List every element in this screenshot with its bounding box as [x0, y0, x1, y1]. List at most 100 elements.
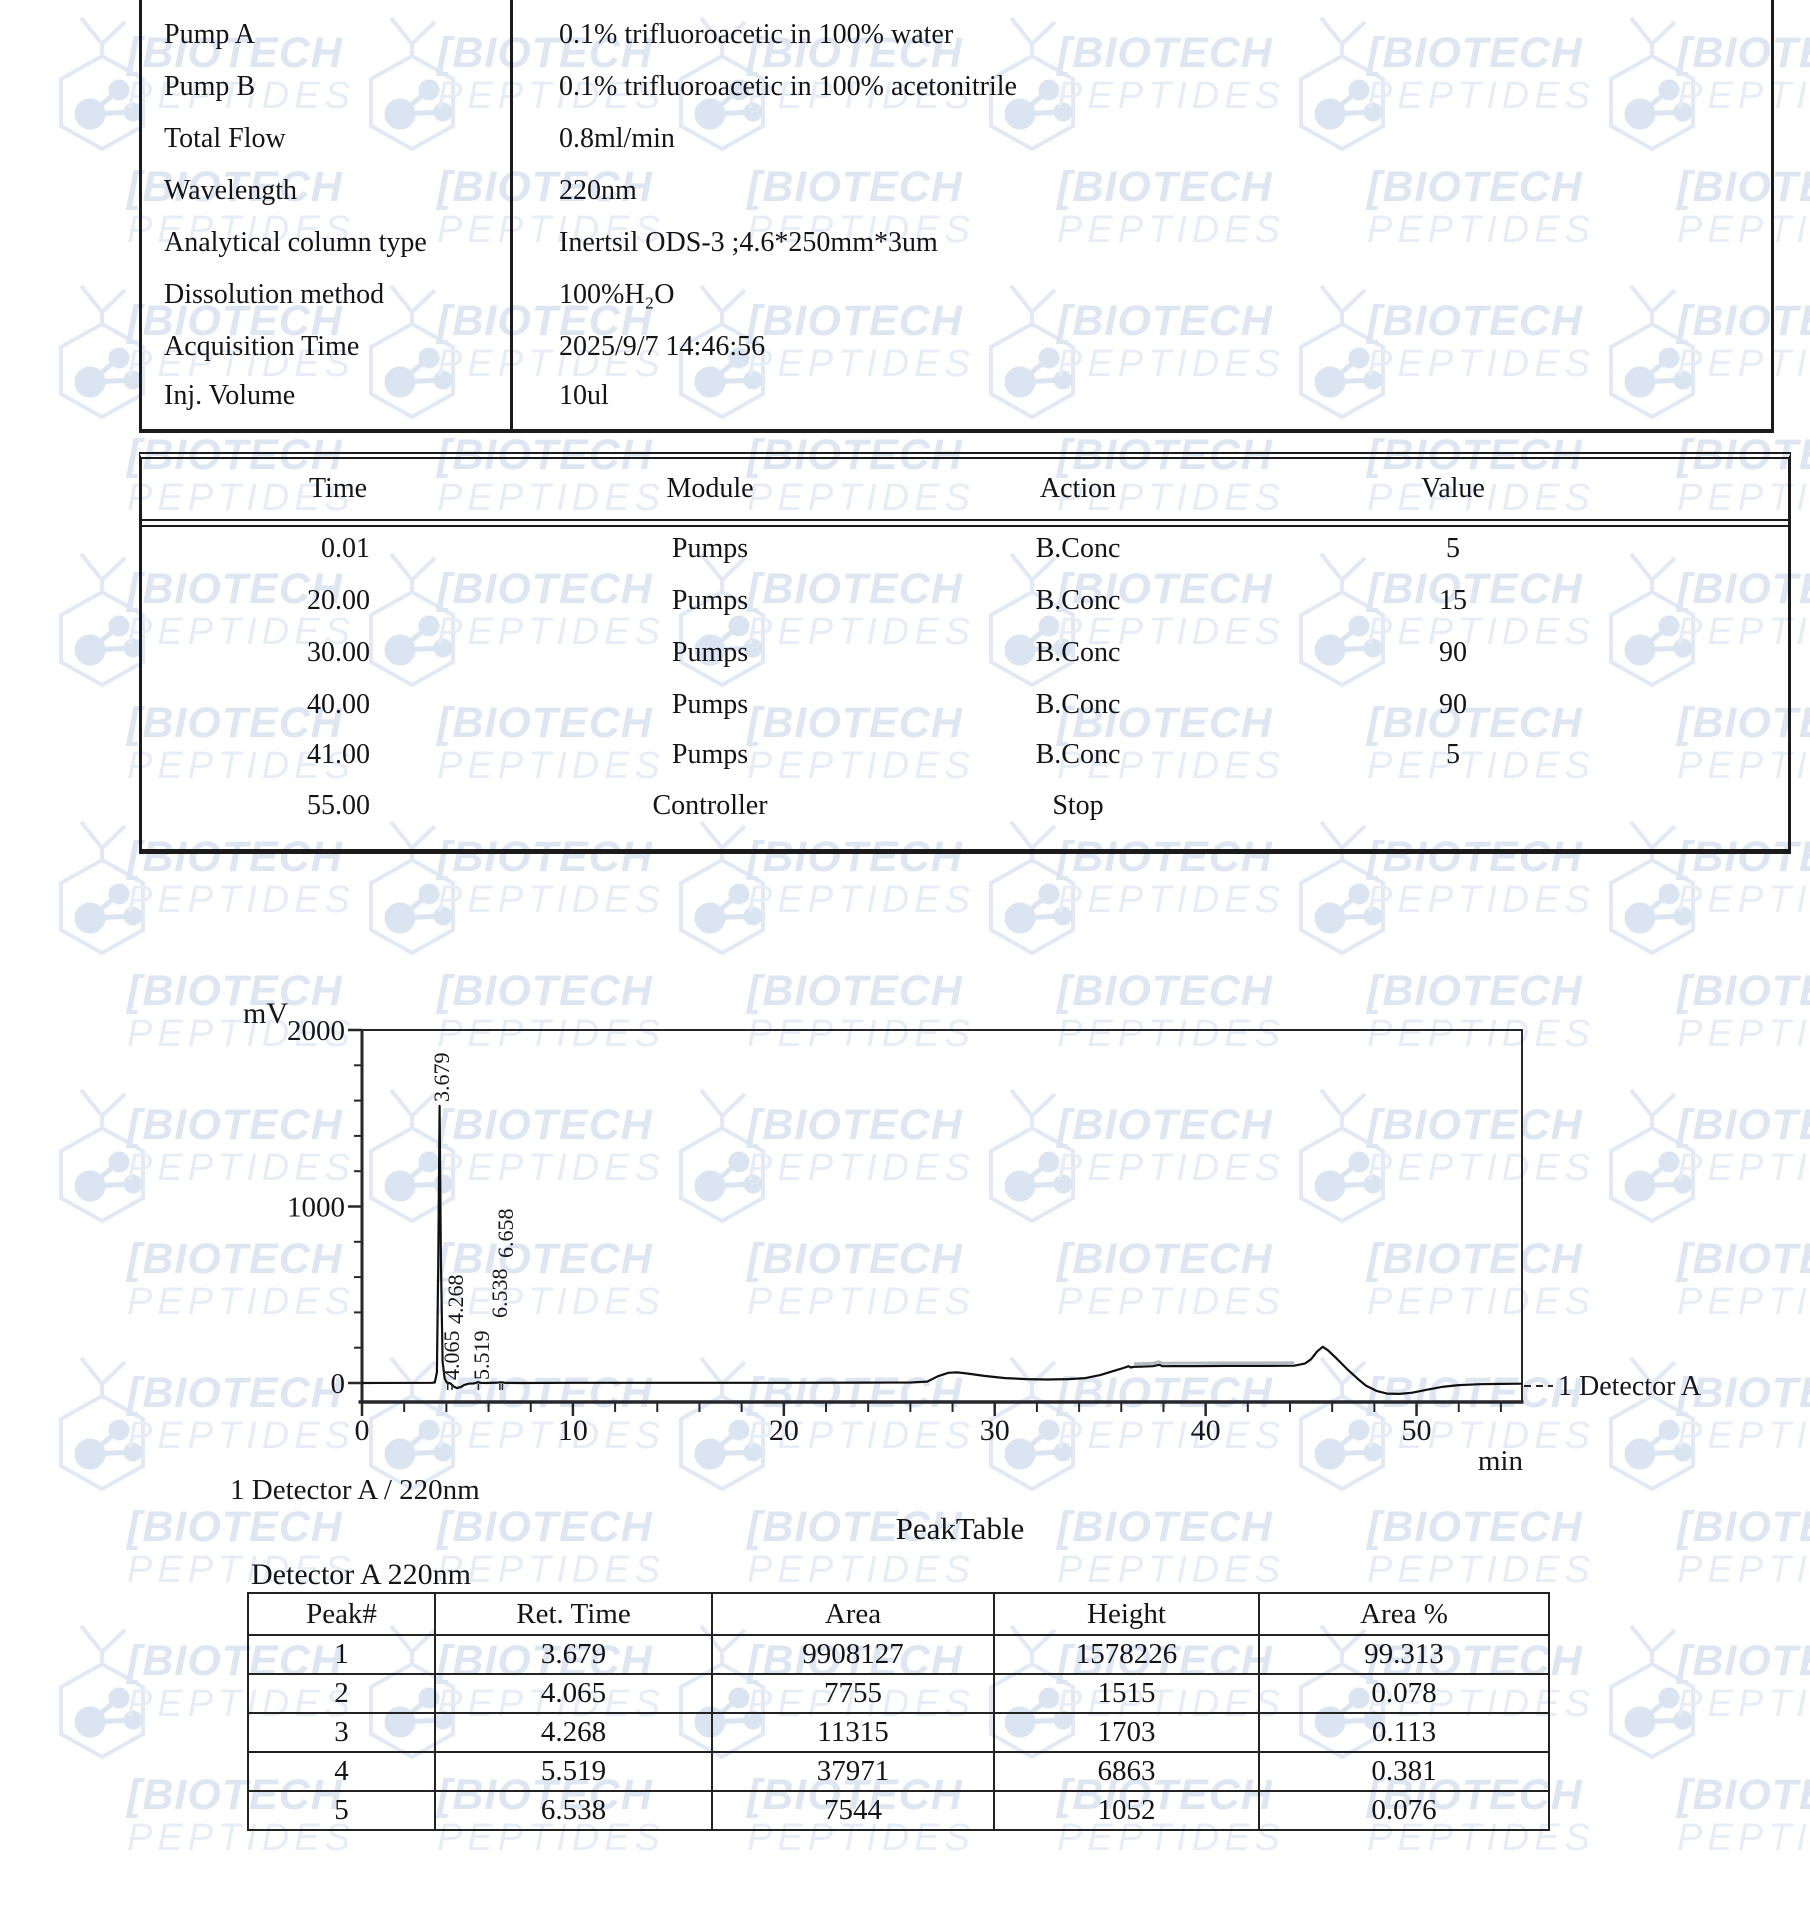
hexagon-molecule-icon — [1609, 1088, 1695, 1224]
peak-table-header-cell: Peak# — [247, 1592, 436, 1636]
hexagon-molecule-icon — [989, 820, 1075, 956]
program-cell: 40.00 — [307, 689, 370, 720]
method-row: Wavelength 220nm — [142, 171, 1771, 211]
program-header-cell: Time — [308, 473, 368, 504]
peak-table-row: 3 4.268 11315 1703 0.113 — [247, 1712, 1550, 1753]
method-row: Analytical column type Inertsil ODS-3 ;4.… — [142, 223, 1771, 263]
program-header-separator — [142, 519, 1788, 527]
program-cell: Stop — [1052, 790, 1104, 821]
program-table-header-row: Time Module Action Value — [142, 469, 1788, 509]
program-row: 55.00 Controller Stop — [142, 786, 1788, 826]
method-row-value: 0.1% trifluoroacetic in 100% water — [559, 19, 954, 50]
peaktable-title: PeakTable — [895, 1511, 1025, 1546]
method-row-label: Acquisition Time — [164, 331, 360, 362]
method-table-column-divider — [510, 0, 513, 429]
method-row-value: 10ul — [559, 380, 609, 411]
program-cell: 15 — [1439, 585, 1467, 616]
program-cell: 5 — [1446, 533, 1460, 564]
peak-table-cell: 0.076 — [1258, 1790, 1550, 1831]
method-row-value: 0.1% trifluoroacetic in 100% acetonitril… — [559, 71, 1017, 102]
peak-table-header-cell: Area % — [1258, 1592, 1550, 1636]
hexagon-molecule-icon — [59, 284, 145, 420]
method-row-value: Inertsil ODS-3 ;4.6*250mm*3um — [559, 227, 938, 258]
peak-table-cell: 3 — [247, 1712, 436, 1753]
hexagon-molecule-icon — [1299, 16, 1385, 152]
peak-table-row: 2 4.065 7755 1515 0.078 — [247, 1673, 1550, 1714]
method-row: Total Flow 0.8ml/min — [142, 119, 1771, 159]
program-cell: B.Conc — [1035, 585, 1121, 616]
method-row-value: 0.8ml/min — [559, 123, 675, 154]
method-row-label: Total Flow — [164, 123, 286, 154]
peak-table-cell: 1052 — [993, 1790, 1260, 1831]
peak-table-cell: 0.078 — [1258, 1673, 1550, 1714]
peak-table-cell: 1578226 — [993, 1634, 1260, 1675]
peak-table-header-cell: Height — [993, 1592, 1260, 1636]
peak-table-cell: 5 — [247, 1790, 436, 1831]
program-cell: Pumps — [671, 533, 749, 564]
gradient-program-table: Time Module Action Value 0.01 Pumps B.Conc 5 20… — [139, 452, 1791, 854]
hexagon-molecule-icon — [1299, 552, 1385, 688]
program-cell: Controller — [652, 790, 768, 821]
hexagon-molecule-icon — [1609, 16, 1695, 152]
peak-table-cell: 0.113 — [1258, 1712, 1550, 1753]
peak-table-cell: 2 — [247, 1673, 436, 1714]
hexagon-molecule-icon — [1299, 820, 1385, 956]
hexagon-molecule-icon — [1299, 284, 1385, 420]
peak-table-cell: 3.679 — [434, 1634, 713, 1675]
peak-table-cell: 11315 — [711, 1712, 995, 1753]
program-cell: 20.00 — [307, 585, 370, 616]
